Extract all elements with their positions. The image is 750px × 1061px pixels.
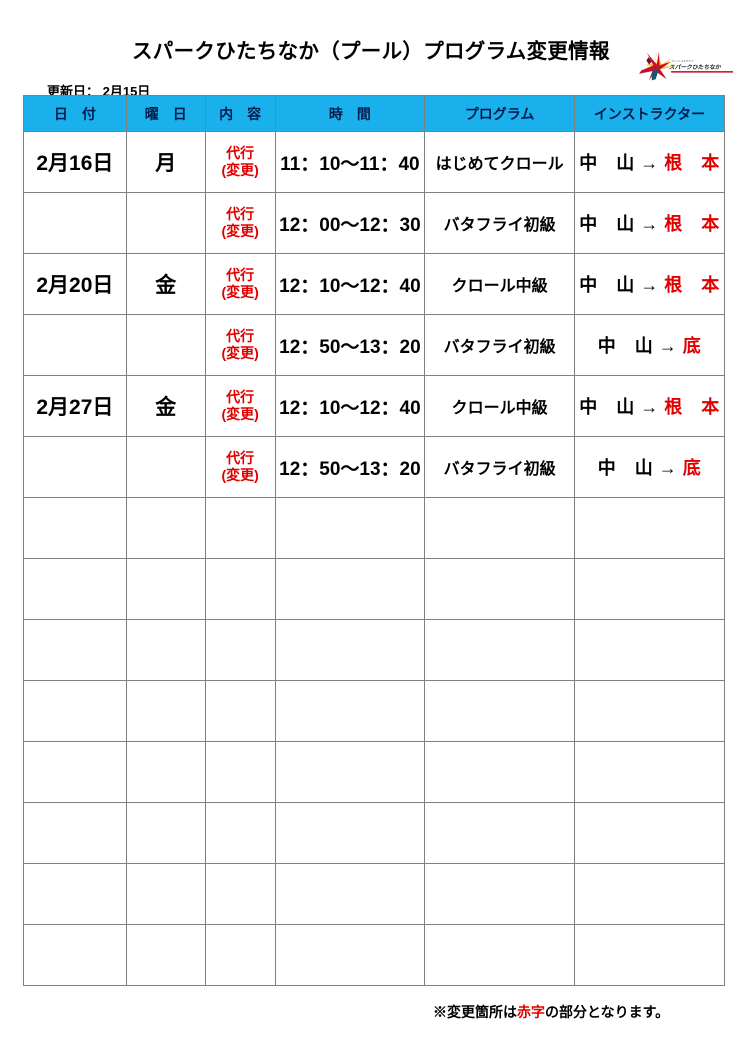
svg-text:スパークひたちなか: スパークひたちなか [669,64,722,71]
svg-text:フィットネスクラブ: フィットネスクラブ [671,59,693,63]
